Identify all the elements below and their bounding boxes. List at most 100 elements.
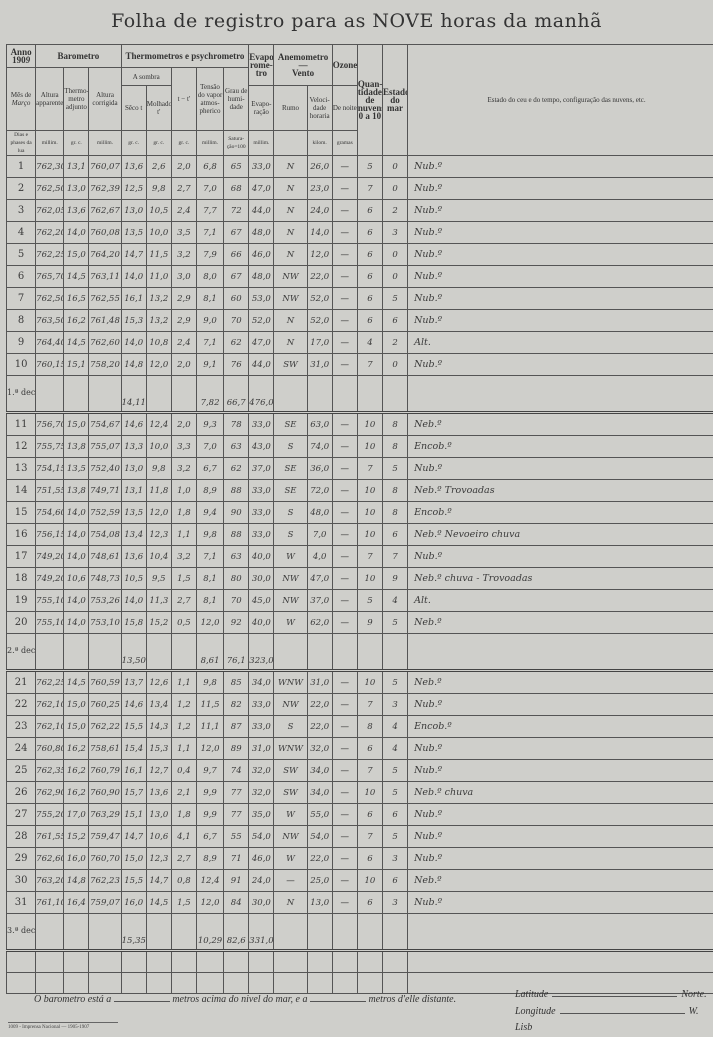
cell-evap: 37,0 — [248, 457, 275, 480]
thermometros-header: Thermometros e psychrometro — [120, 44, 250, 68]
cell-secco: 14,6 — [120, 693, 147, 716]
cell-alt_app: 756,70 — [35, 412, 65, 436]
cell-secco: 14,0 — [120, 265, 147, 288]
day-number: 16 — [5, 523, 37, 546]
cell-grau: 87 — [223, 715, 250, 738]
cell-alt_app: 755,10 — [35, 589, 65, 612]
cell-alt_app — [35, 913, 65, 952]
table-row: 11 756,70 15,0 754,67 14,6 12,4 2,0 9,3 78 33,0 SE… — [5, 412, 713, 436]
table-row: 6 765,70 14,5 763,11 14,0 11,0 3,0 8,0 67 48,0 NW 2… — [5, 265, 713, 288]
cell-veloc: 34,0 — [306, 781, 333, 804]
mez-header: Mês de Março — [5, 67, 37, 131]
table-row: 7 762,50 16,5 762,55 16,1 13,2 2,9 8,1 60 53,0 NW 5… — [5, 287, 713, 310]
cell-alt_corr: 753,26 — [88, 589, 122, 612]
cell-molhado: 11,8 — [145, 479, 172, 502]
day-number: 4 — [5, 221, 37, 244]
cell-grau: 92 — [223, 611, 250, 634]
cell-term_adj: 13,0 — [63, 177, 90, 200]
cell-secco: 15,3 — [120, 309, 147, 332]
empty-cell — [223, 950, 250, 973]
day-number: 30 — [5, 869, 37, 892]
cell-ceu: Nub.º — [407, 287, 713, 310]
cell-nuvens: 10 — [356, 781, 383, 804]
cell-ozone: — — [331, 309, 358, 332]
cell-ceu: Alt. — [407, 589, 713, 612]
imprint: 1009 - Imprensa Nacional — 1905-1907 — [8, 1022, 118, 1030]
day-number: 11 — [5, 412, 37, 436]
cell-evap: 31,0 — [248, 737, 275, 760]
cell-molhado — [145, 913, 172, 952]
latitude-label: Latitude — [515, 989, 549, 1000]
estado-ceu-header: Estado do ceu e do tempo, configuração d… — [407, 44, 713, 156]
cell-tensao: 12,0 — [195, 737, 225, 760]
empty-cell — [88, 950, 122, 973]
cell-tensao: 9,8 — [195, 670, 225, 694]
cell-evap: 35,0 — [248, 803, 275, 826]
unit-label: Satura-ção=100 — [223, 130, 250, 156]
cell-veloc: 34,0 — [306, 759, 333, 782]
cell-molhado: 14,3 — [145, 715, 172, 738]
cell-rumo: N — [273, 177, 308, 200]
cell-veloc: 25,0 — [306, 869, 333, 892]
cell-nuvens: 10 — [356, 435, 383, 458]
cell-term_adj: 16,2 — [63, 737, 90, 760]
cell-alt_corr — [88, 913, 122, 952]
cell-evap: 48,0 — [248, 221, 275, 244]
day-number: 12 — [5, 435, 37, 458]
empty-cell — [306, 950, 333, 973]
cell-mar: 5 — [381, 670, 409, 694]
day-number: 22 — [5, 693, 37, 716]
cell-rumo — [273, 633, 308, 672]
cell-veloc: 55,0 — [306, 803, 333, 826]
cell-alt_app — [35, 375, 65, 414]
cell-mar: 8 — [381, 501, 409, 524]
cell-nuvens: 6 — [356, 737, 383, 760]
cell-ceu: Nub.º — [407, 825, 713, 848]
cell-evap: 40,0 — [248, 545, 275, 568]
day-number: 20 — [5, 611, 37, 634]
cell-alt_corr: 762,55 — [88, 287, 122, 310]
cell-evap: 33,0 — [248, 155, 275, 178]
table-row: 25 762,35 16,2 760,79 16,1 12,7 0,4 9,7 74 32,0 SW… — [5, 759, 713, 782]
evaporacao-header: Evapo-ração — [248, 85, 275, 131]
cell-alt_corr: 754,08 — [88, 523, 122, 546]
day-number: 14 — [5, 479, 37, 502]
cell-term_adj: 15,0 — [63, 412, 90, 436]
cell-mar: 5 — [381, 287, 409, 310]
table-row: 15 754,60 14,0 752,59 13,5 12,0 1,8 9,4 90 33,0 S 4… — [5, 501, 713, 524]
table-row: 27 755,20 17,0 763,29 15,1 13,0 1,8 9,9 77 35,0 W 5… — [5, 803, 713, 826]
cell-secco: 13,1 — [120, 479, 147, 502]
cell-term_adj: 13,1 — [63, 155, 90, 178]
empty-cell — [273, 950, 308, 973]
cell-grau: 63 — [223, 435, 250, 458]
day-number: 28 — [5, 825, 37, 848]
cell-diff: 1,5 — [170, 891, 197, 914]
cell-alt_corr: 748,73 — [88, 567, 122, 590]
cell-alt_corr: 758,20 — [88, 353, 122, 376]
cell-ceu: Nub.º — [407, 803, 713, 826]
dias-header: Dias e phases da lua — [5, 130, 37, 156]
day-number: 23 — [5, 715, 37, 738]
cell-tensao: 8,1 — [195, 287, 225, 310]
cell-ceu: Nub.º — [407, 457, 713, 480]
cell-secco: 13,4 — [120, 523, 147, 546]
cell-alt_app: 763,20 — [35, 869, 65, 892]
cell-veloc: 36,0 — [306, 457, 333, 480]
cell-mar: 6 — [381, 803, 409, 826]
cell-grau: 74 — [223, 759, 250, 782]
cell-alt_app: 761,10 — [35, 891, 65, 914]
cell-alt_corr: 753,10 — [88, 611, 122, 634]
cell-alt_corr: 760,59 — [88, 670, 122, 694]
cell-veloc: 22,0 — [306, 693, 333, 716]
cell-evap: 476,0 — [248, 375, 275, 414]
cell-veloc: 7,0 — [306, 523, 333, 546]
cell-tensao: 12,0 — [195, 611, 225, 634]
cell-molhado: 11,3 — [145, 589, 172, 612]
cell-rumo: N — [273, 221, 308, 244]
empty-cell — [331, 950, 358, 973]
norte-label: Norte. — [681, 989, 707, 1000]
unit-label: gr. c. — [170, 130, 197, 156]
cell-ozone: — — [331, 759, 358, 782]
